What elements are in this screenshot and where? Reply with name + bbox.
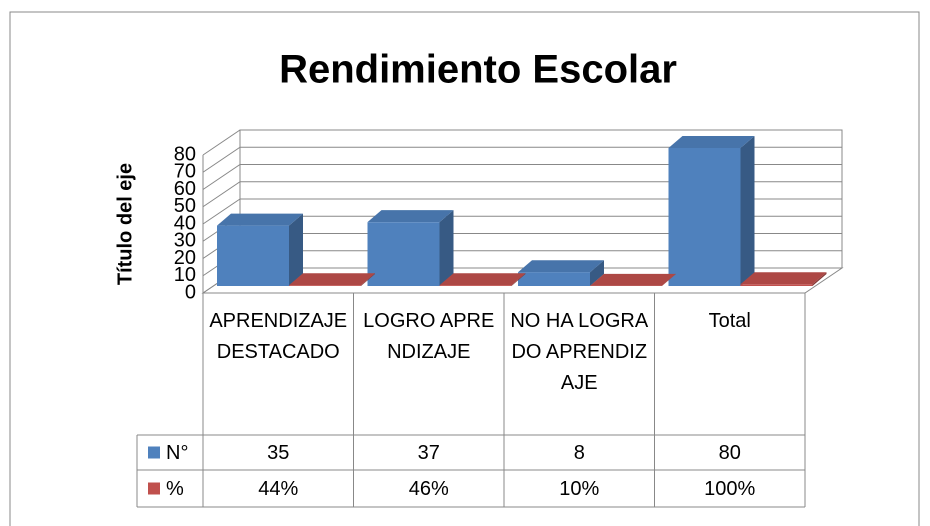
- bar-side: [439, 210, 454, 286]
- x-category-label-box: APRENDIZAJEDESTACADO: [209, 310, 348, 363]
- y-tick-label: 40: [174, 212, 196, 234]
- table-value: 35: [267, 442, 289, 464]
- bar: [668, 136, 755, 286]
- bar-top: [289, 273, 375, 286]
- y-axis-label: Título del eje: [114, 163, 136, 285]
- y-tick-label: 50: [174, 195, 196, 217]
- bar-top: [668, 136, 755, 148]
- table-value: 8: [574, 442, 585, 464]
- grid-line: [202, 146, 842, 173]
- chart-border: [9, 11, 920, 526]
- x-category-label: APRENDIZAJEDESTACADO: [209, 310, 348, 363]
- bar-top: [217, 213, 303, 226]
- y-tick-label: 20: [174, 247, 196, 269]
- bar-top: [740, 272, 827, 285]
- x-category-label-box: Total: [708, 310, 751, 332]
- y-tick-label: 80: [174, 143, 196, 165]
- bar: [518, 260, 604, 286]
- bar-side: [361, 273, 375, 286]
- legend-label: %: [166, 478, 184, 500]
- bar-side: [812, 272, 827, 286]
- bar: [740, 272, 827, 286]
- bar-side: [590, 260, 604, 286]
- y-tick-label: 30: [174, 230, 196, 252]
- grid-line: [202, 129, 842, 156]
- bar-front: [439, 285, 512, 286]
- x-category-label-box: LOGRO APRENDIZAJE: [363, 310, 495, 363]
- bar: [590, 273, 676, 286]
- bar-front: [367, 222, 440, 286]
- bar: [367, 210, 454, 286]
- x-category-label: NO HA LOGRADO APRENDIZAJE: [510, 310, 649, 394]
- chart-title: Rendimiento Escolar: [279, 48, 677, 92]
- legend-label: N°: [166, 442, 188, 464]
- table-value: 37: [418, 442, 440, 464]
- bar-front: [740, 284, 813, 286]
- y-tick-label: 10: [174, 264, 196, 286]
- y-tick-label: 70: [174, 161, 196, 183]
- table-value: 80: [719, 442, 741, 464]
- bar-front: [217, 225, 289, 286]
- bar-top: [367, 210, 454, 223]
- bar-side: [511, 273, 526, 286]
- grid-line: [202, 181, 842, 208]
- table-value: 10%: [559, 478, 599, 500]
- bar-top: [439, 273, 526, 286]
- bar: [217, 213, 303, 286]
- table-lines: [136, 293, 806, 508]
- x-category-label-box: NO HA LOGRADO APRENDIZAJE: [510, 310, 649, 394]
- bar-side: [740, 136, 755, 286]
- grid-line: [202, 164, 842, 190]
- bar-side: [289, 213, 303, 286]
- legend-swatch: [148, 482, 160, 495]
- y-tick-label: 60: [174, 178, 196, 200]
- bar: [289, 273, 375, 286]
- bar-front: [518, 272, 590, 286]
- table-value: 46%: [409, 478, 449, 500]
- y-tick-label: 0: [185, 281, 196, 303]
- bar-front: [668, 148, 741, 286]
- table-value: 44%: [258, 478, 298, 500]
- table-value: 100%: [704, 478, 755, 500]
- bar-front: [289, 285, 361, 286]
- bar-top: [590, 273, 676, 286]
- bar-top: [518, 260, 604, 273]
- legend-swatch: [148, 446, 160, 459]
- x-category-label: LOGRO APRENDIZAJE: [363, 310, 495, 363]
- grid-line: [202, 198, 842, 225]
- bar: [439, 273, 526, 286]
- bar-side: [662, 273, 676, 286]
- x-category-label: Total: [708, 310, 751, 332]
